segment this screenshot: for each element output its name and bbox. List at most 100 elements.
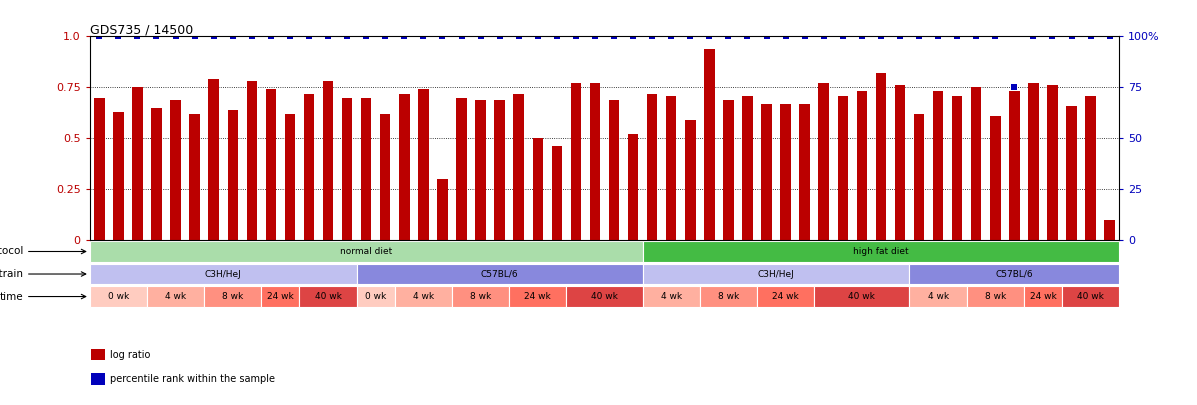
Bar <box>494 100 505 240</box>
Bar <box>266 90 277 240</box>
Bar <box>761 104 772 240</box>
Point <box>166 33 186 40</box>
Bar <box>646 94 657 240</box>
Text: strain: strain <box>0 269 86 279</box>
Point <box>681 33 700 40</box>
Point <box>719 33 739 40</box>
Text: 4 wk: 4 wk <box>661 292 682 301</box>
Bar <box>357 264 643 284</box>
Text: high fat diet: high fat diet <box>853 247 909 256</box>
Bar <box>894 85 905 240</box>
Text: 24 wk: 24 wk <box>524 292 551 301</box>
Point <box>1081 33 1100 40</box>
Text: log ratio: log ratio <box>110 350 151 360</box>
Bar <box>814 286 910 307</box>
Point <box>624 33 643 40</box>
Bar <box>1062 286 1119 307</box>
Bar <box>910 286 967 307</box>
Point <box>242 33 261 40</box>
Bar <box>1086 96 1095 240</box>
Text: C57BL/6: C57BL/6 <box>996 269 1033 279</box>
Point <box>776 33 795 40</box>
Bar <box>685 120 695 240</box>
Point <box>528 33 547 40</box>
Bar <box>1028 83 1039 240</box>
Bar <box>323 81 333 240</box>
Bar <box>990 116 1001 240</box>
Text: 0 wk: 0 wk <box>108 292 129 301</box>
Text: 40 wk: 40 wk <box>591 292 618 301</box>
Bar <box>342 98 352 240</box>
Point <box>737 33 757 40</box>
Point <box>223 33 242 40</box>
Bar <box>742 96 753 240</box>
Bar <box>418 90 429 240</box>
Text: normal diet: normal diet <box>340 247 393 256</box>
Point <box>948 33 967 40</box>
Bar <box>514 94 524 240</box>
Point <box>1004 84 1023 91</box>
Point <box>985 33 1004 40</box>
Bar <box>566 286 643 307</box>
Text: growth protocol: growth protocol <box>0 247 86 256</box>
Point <box>280 33 299 40</box>
Bar <box>90 286 147 307</box>
Bar <box>838 96 847 240</box>
Point <box>414 33 433 40</box>
Text: 24 wk: 24 wk <box>1029 292 1056 301</box>
Bar <box>151 108 162 240</box>
Point <box>357 33 376 40</box>
Bar <box>1067 106 1077 240</box>
Point <box>128 33 147 40</box>
Point <box>490 33 509 40</box>
Bar <box>590 83 600 240</box>
Bar <box>132 87 142 240</box>
Text: 4 wk: 4 wk <box>165 292 186 301</box>
Text: 4 wk: 4 wk <box>413 292 435 301</box>
Text: 8 wk: 8 wk <box>718 292 739 301</box>
Point <box>338 33 357 40</box>
Bar <box>913 114 924 240</box>
Bar <box>1009 92 1020 240</box>
Point <box>795 33 814 40</box>
Text: time: time <box>0 292 86 302</box>
Text: 40 wk: 40 wk <box>315 292 341 301</box>
Bar <box>304 94 315 240</box>
Text: 0 wk: 0 wk <box>365 292 387 301</box>
Text: 24 wk: 24 wk <box>267 292 293 301</box>
Bar <box>910 264 1119 284</box>
Bar <box>757 286 814 307</box>
Point <box>814 33 833 40</box>
Bar <box>456 98 467 240</box>
Text: 8 wk: 8 wk <box>223 292 243 301</box>
Point <box>376 33 395 40</box>
Point <box>662 33 681 40</box>
Point <box>452 33 472 40</box>
Bar <box>361 98 371 240</box>
Text: 8 wk: 8 wk <box>470 292 491 301</box>
Bar <box>247 81 257 240</box>
Bar <box>90 264 357 284</box>
Text: C3H/HeJ: C3H/HeJ <box>758 269 795 279</box>
Point <box>186 33 205 40</box>
Point <box>261 33 280 40</box>
Bar <box>643 286 700 307</box>
Text: 40 wk: 40 wk <box>1077 292 1104 301</box>
Bar <box>723 100 734 240</box>
Point <box>643 33 662 40</box>
Point <box>147 33 166 40</box>
Point <box>433 33 452 40</box>
Point <box>509 33 528 40</box>
Bar <box>571 83 581 240</box>
Bar <box>208 79 219 240</box>
Point <box>299 33 318 40</box>
Bar <box>952 96 962 240</box>
Bar <box>609 100 619 240</box>
Point <box>1062 33 1081 40</box>
Point <box>318 33 338 40</box>
Point <box>566 33 585 40</box>
Bar <box>395 286 452 307</box>
Text: 8 wk: 8 wk <box>985 292 1005 301</box>
Point <box>967 33 986 40</box>
Point <box>871 33 891 40</box>
